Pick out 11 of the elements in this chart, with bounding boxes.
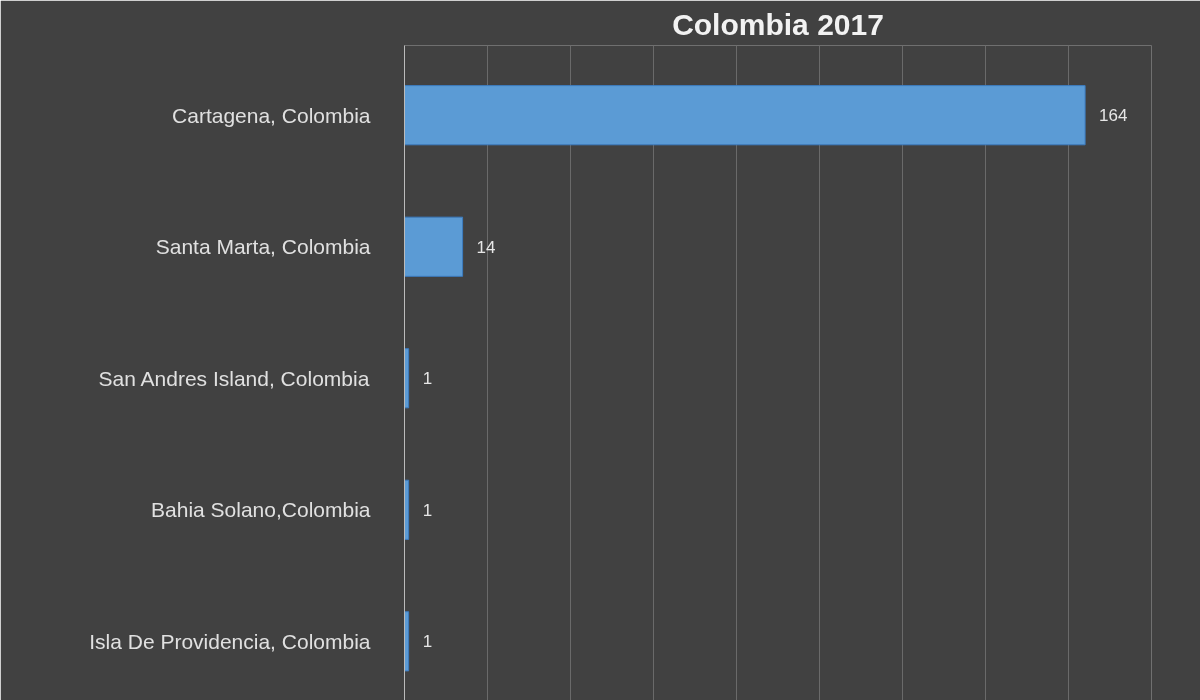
y-tick-label: Isla De Providencia, Colombia (89, 629, 371, 653)
y-tick-label: San Andres Island, Colombia (98, 366, 370, 390)
data-label: 14 (476, 237, 496, 257)
y-tick-label: Bahia Solano,Colombia (151, 498, 371, 522)
data-label: 1 (422, 500, 433, 520)
data-label: 164 (1099, 106, 1128, 126)
data-label: 1 (422, 632, 433, 652)
chart-title: Colombia 2017 (672, 7, 884, 41)
y-tick-label: Cartagena, Colombia (172, 103, 371, 127)
y-tick-label: Santa Marta, Colombia (155, 235, 371, 259)
data-label: 1 (422, 369, 433, 389)
